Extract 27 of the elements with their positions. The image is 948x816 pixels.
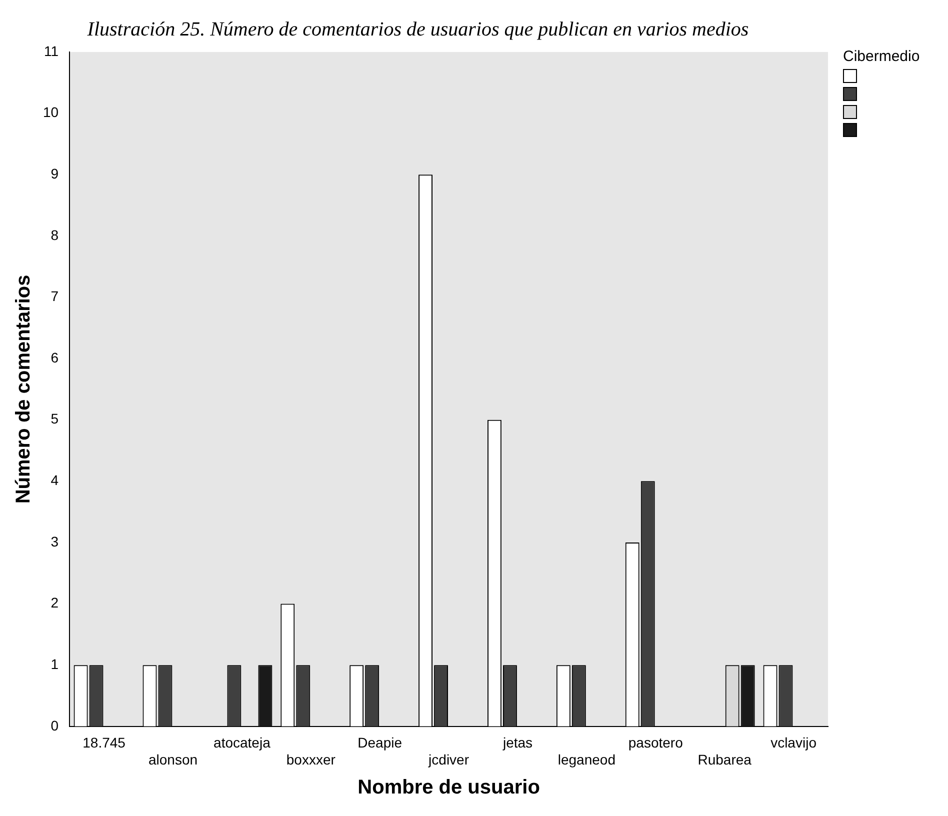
- y-tick-label: 8: [50, 226, 59, 243]
- x-tick-label: leganeod: [558, 751, 616, 768]
- legend-title: Cibermedio: [843, 48, 920, 65]
- x-tick-label: boxxxer: [286, 751, 336, 768]
- x-axis-title: Nombre de usuario: [358, 776, 540, 799]
- y-axis-title: Número de comentarios: [12, 274, 35, 504]
- x-tick-label: jetas: [502, 734, 533, 751]
- chart-title: Ilustración 25. Número de comentarios de usuarios que publican en varios medios: [86, 18, 749, 40]
- y-tick-label: 4: [50, 472, 59, 488]
- y-tick-label: 6: [50, 349, 59, 366]
- y-tick-label: 0: [50, 717, 59, 734]
- x-tick-label: pasotero: [628, 734, 684, 751]
- x-tick-label: atocateja: [214, 734, 271, 751]
- x-tick-label: alonson: [148, 751, 198, 768]
- x-tick-label: jcdiver: [428, 751, 470, 768]
- y-tick-label: 11: [44, 42, 59, 59]
- x-tick-label: Rubarea: [698, 751, 752, 768]
- x-tick-label: Deapie: [358, 734, 402, 751]
- x-tick-label: vclavijo: [770, 734, 817, 751]
- x-tick-label: 18.745: [82, 734, 126, 751]
- y-tick-label: 7: [50, 288, 59, 304]
- y-tick-label: 3: [50, 533, 59, 550]
- y-tick-label: 9: [50, 165, 59, 182]
- y-tick-label: 10: [42, 104, 59, 120]
- y-tick-label: 5: [50, 410, 59, 427]
- y-tick-label: 2: [50, 594, 59, 611]
- y-tick-label: 1: [50, 656, 59, 672]
